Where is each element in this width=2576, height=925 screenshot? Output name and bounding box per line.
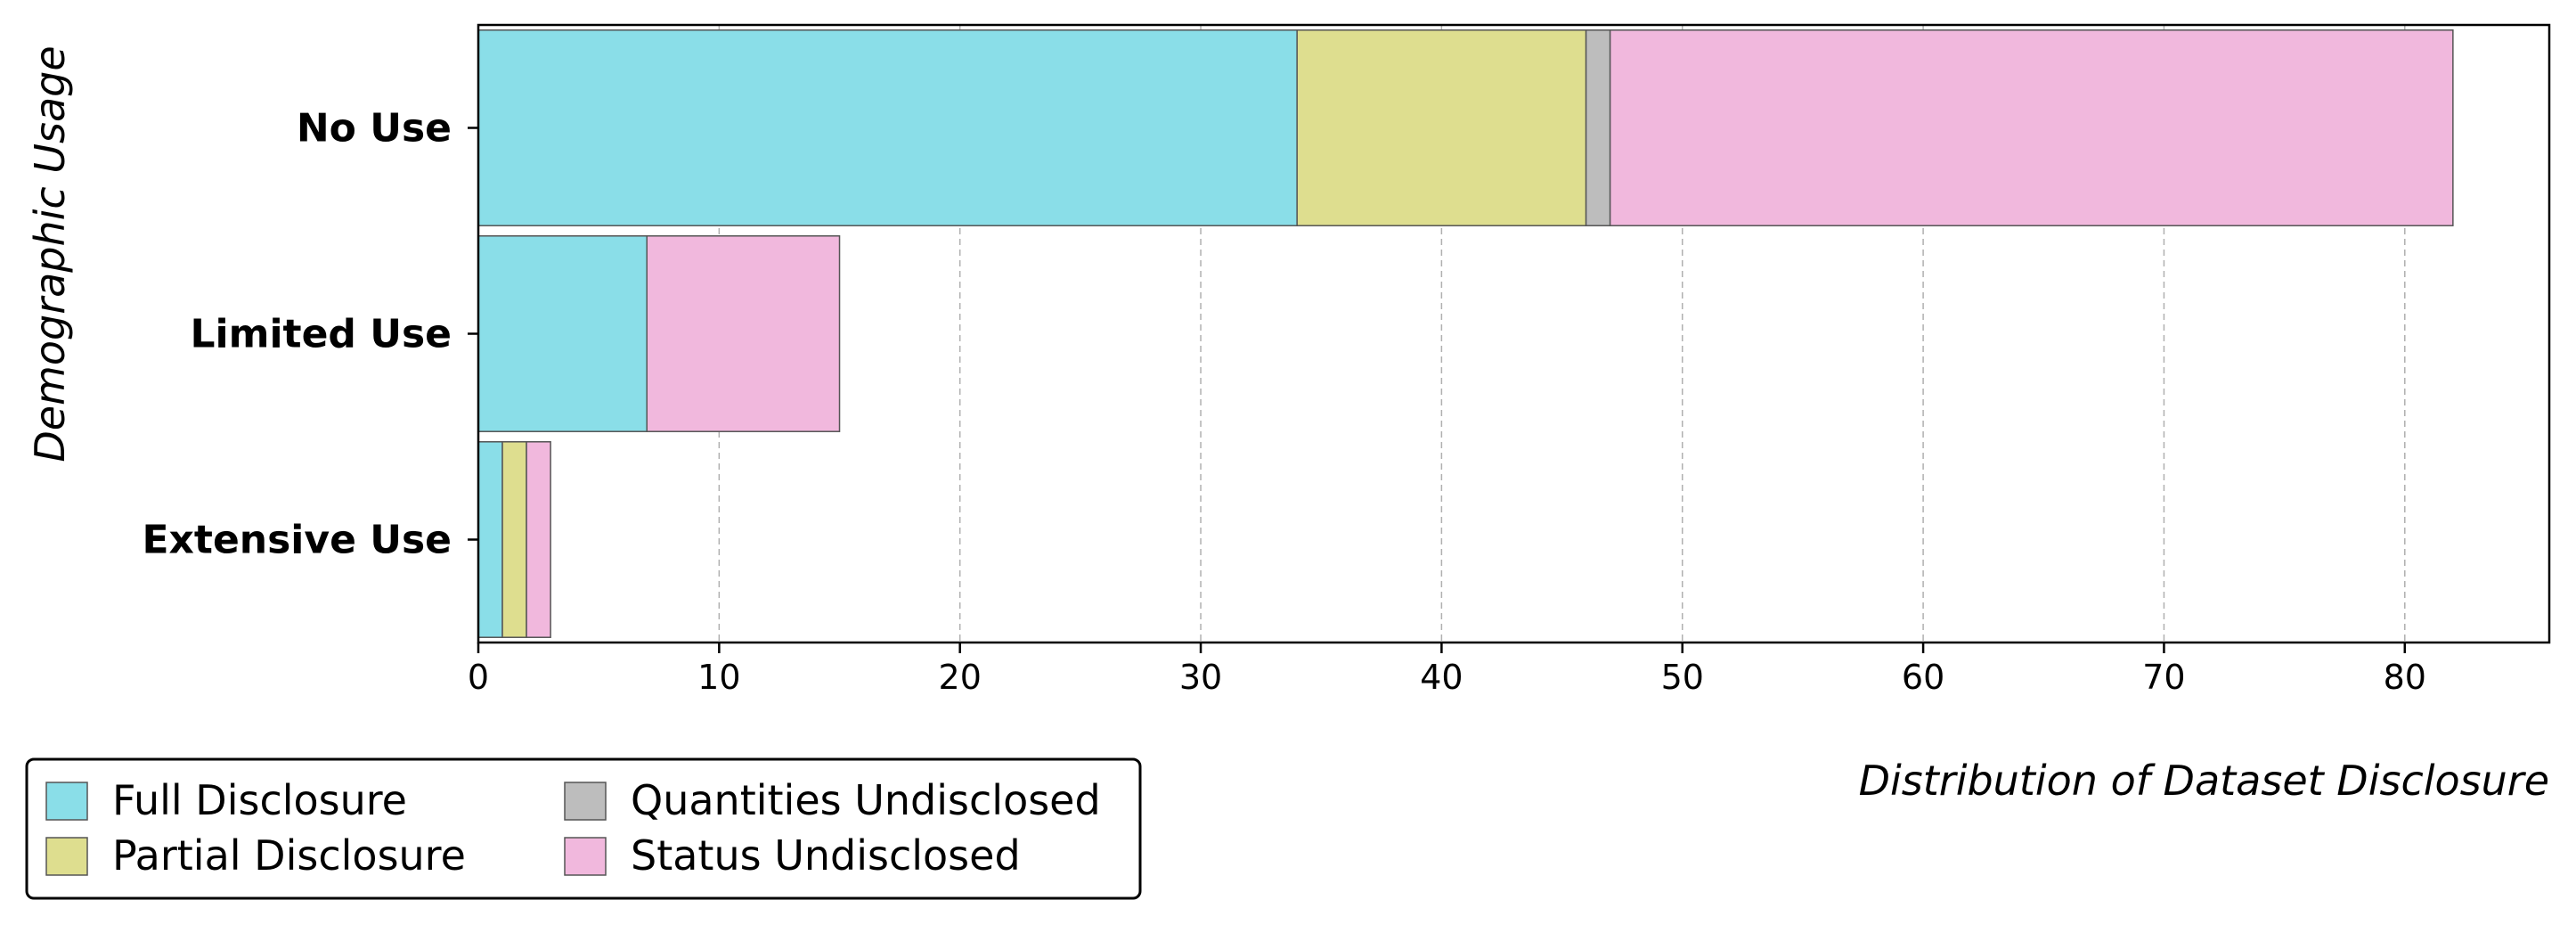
legend-frame: [25, 757, 1142, 900]
x-tick-label: 10: [697, 658, 740, 697]
legend-swatch-quantities-undisclosed: [564, 782, 607, 821]
category-label-extensive-use: Extensive Use: [142, 518, 452, 563]
bar-no-use-status-undisclosed: [1609, 29, 2454, 226]
bar-limited-use-full-disclosure: [477, 235, 648, 432]
legend-swatch-full-disclosure: [45, 782, 88, 821]
x-tick-label: 80: [2384, 658, 2426, 697]
category-label-limited-use: Limited Use: [191, 312, 452, 357]
bar-no-use-partial-disclosure: [1296, 29, 1587, 226]
x-axis-title: Distribution of Dataset Disclosure: [1859, 757, 2549, 805]
legend-label-partial-disclosure: Partial Disclosure: [112, 831, 466, 880]
x-tick-label: 60: [1902, 658, 1944, 697]
x-tick-label: 30: [1179, 658, 1222, 697]
bar-extensive-use-status-undisclosed: [526, 441, 551, 638]
x-tick-label: 50: [1661, 658, 1704, 697]
y-axis-ticks: No Use Limited Use Extensive Use: [142, 106, 478, 563]
x-tick-label: 40: [1420, 658, 1463, 697]
bar-no-use-quantities-undisclosed: [1585, 29, 1611, 226]
x-axis-ticks: 0 10 20 30 40 50 60 70 80: [468, 643, 2426, 697]
category-label-no-use: No Use: [297, 106, 452, 151]
legend-label-full-disclosure: Full Disclosure: [112, 776, 407, 824]
legend-swatch-status-undisclosed: [564, 837, 607, 876]
legend: Full Disclosure Partial Disclosure Quantit…: [25, 757, 1142, 900]
legend-label-quantities-undisclosed: Quantities Undisclosed: [631, 776, 1101, 824]
legend-swatch-partial-disclosure: [45, 837, 88, 876]
x-tick-label: 0: [468, 658, 489, 697]
legend-label-status-undisclosed: Status Undisclosed: [631, 831, 1021, 880]
bar-no-use-full-disclosure: [477, 29, 1298, 226]
legend-items: Full Disclosure Partial Disclosure Quantit…: [45, 776, 1101, 880]
bar-extensive-use-full-disclosure: [477, 441, 503, 638]
x-tick-label: 20: [939, 658, 982, 697]
y-axis-title: Demographic Usage: [26, 45, 74, 462]
bar-limited-use-status-undisclosed: [646, 235, 841, 432]
x-tick-label: 70: [2142, 658, 2185, 697]
bar-extensive-use-partial-disclosure: [501, 441, 527, 638]
bars: [477, 29, 2454, 638]
